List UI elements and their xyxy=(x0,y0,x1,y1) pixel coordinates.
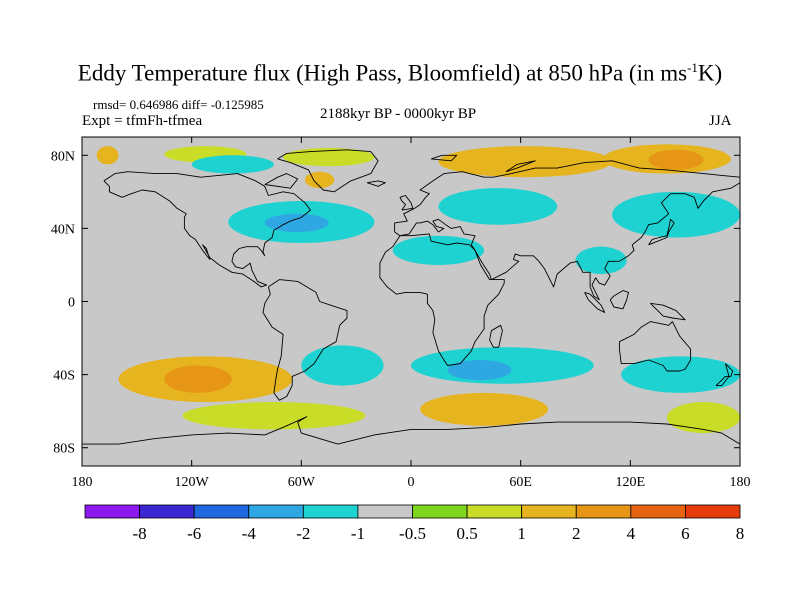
flux-region-18 xyxy=(447,359,512,381)
coastline-south-america xyxy=(262,279,348,401)
season-label: JJA xyxy=(709,113,732,129)
x-tick-label-2: 60W xyxy=(288,475,316,490)
colorbar-label-8: 2 xyxy=(572,524,581,543)
flux-region-19 xyxy=(621,356,740,393)
coastline-uk xyxy=(399,195,414,211)
coastline-svalbard xyxy=(430,154,458,162)
y-tick-label-1: 40N xyxy=(51,222,75,237)
colorbar-label-5: -0.5 xyxy=(399,524,426,543)
map-background xyxy=(82,137,740,466)
coastline-eurasia xyxy=(394,160,740,301)
x-tick-label-1: 120W xyxy=(175,475,210,490)
y-tick-label-3: 40S xyxy=(53,369,75,384)
flux-region-0 xyxy=(96,146,119,165)
y-tick-label-2: 0 xyxy=(68,296,75,311)
colorbar-swatch-11 xyxy=(685,504,741,519)
colorbar-label-0: -8 xyxy=(132,524,146,543)
coastlines xyxy=(82,149,740,445)
colorbar-label-6: 0.5 xyxy=(456,524,477,543)
flux-region-6 xyxy=(264,213,329,233)
flux-region-13 xyxy=(575,246,627,275)
coastline-baffin xyxy=(264,173,299,189)
colorbar-swatch-8 xyxy=(521,504,577,519)
colorbar-swatch-5 xyxy=(357,504,413,519)
period-label: 2188kyr BP - 0000kyr BP xyxy=(320,106,477,122)
coastline-new-guinea xyxy=(650,302,686,321)
coastline-madagascar xyxy=(489,324,503,348)
flux-regions xyxy=(96,144,740,434)
flux-region-2 xyxy=(283,147,375,167)
stats-label: rmsd= 0.646986 diff= -0.125985 xyxy=(93,97,264,112)
coastline-sumatra xyxy=(584,291,606,313)
colorbar-swatch-9 xyxy=(575,504,632,519)
colorbar-label-11: 8 xyxy=(736,524,745,543)
x-tick-label-5: 120E xyxy=(616,475,646,490)
axes: 180 120W 60W 0 60E 120E 180 80N 40N 0 40S 80S xyxy=(51,137,751,490)
x-tick-label-0: 180 xyxy=(72,475,93,490)
coastline-antarctica xyxy=(82,416,740,445)
colorbar-swatch-4 xyxy=(302,504,359,519)
flux-region-20 xyxy=(182,402,366,430)
colorbar-swatch-6 xyxy=(412,504,468,519)
x-tick-label-4: 60E xyxy=(509,475,532,490)
chart-title: Eddy Temperature flux (High Pass, Bloomf… xyxy=(77,60,723,86)
colorbar-swatch-7 xyxy=(466,504,523,519)
flux-region-12 xyxy=(392,235,485,265)
flux-region-22 xyxy=(666,402,740,434)
coastline-australia xyxy=(618,321,692,372)
colorbar-label-2: -4 xyxy=(242,524,257,543)
colorbar-label-10: 6 xyxy=(681,524,690,543)
coastline-novaya-zemlya xyxy=(505,160,536,173)
colorbar-label-9: 4 xyxy=(627,524,636,543)
colorbar-swatch-1 xyxy=(139,504,195,519)
flux-region-9 xyxy=(648,149,704,170)
coastline-iceland xyxy=(366,180,386,187)
coastline-africa xyxy=(379,233,505,366)
flux-region-11 xyxy=(612,191,740,238)
colorbar-swatch-2 xyxy=(193,504,250,519)
flux-region-3 xyxy=(191,155,274,174)
colorbar-swatch-3 xyxy=(248,504,304,519)
colorbar: -8 -6 -4 -2 -1 -0.5 0.5 1 2 4 6 8 xyxy=(84,504,745,543)
coastline-borneo xyxy=(609,290,629,310)
y-tick-label-4: 80S xyxy=(53,442,75,457)
flux-region-16 xyxy=(301,345,384,386)
experiment-label: Expt = tfmFh-tfmea xyxy=(82,113,203,129)
colorbar-label-1: -6 xyxy=(187,524,201,543)
coastline-new-zealand xyxy=(715,363,734,387)
colorbar-swatch-10 xyxy=(630,504,686,519)
colorbar-label-3: -2 xyxy=(296,524,310,543)
flux-region-4 xyxy=(304,171,335,189)
x-tick-label-3: 0 xyxy=(408,475,415,490)
colorbar-swatch-0 xyxy=(84,504,140,519)
coastline-japan xyxy=(648,218,675,246)
colorbar-label-7: 1 xyxy=(517,524,526,543)
flux-region-10 xyxy=(438,188,558,225)
coastline-north-america xyxy=(103,171,311,288)
x-tick-label-6: 180 xyxy=(730,475,751,490)
flux-region-7 xyxy=(438,146,613,178)
flux-region-21 xyxy=(420,392,549,426)
flux-region-15 xyxy=(164,365,232,393)
coastline-greenland xyxy=(277,149,379,193)
y-tick-label-0: 80N xyxy=(51,149,75,164)
colorbar-label-4: -1 xyxy=(351,524,365,543)
